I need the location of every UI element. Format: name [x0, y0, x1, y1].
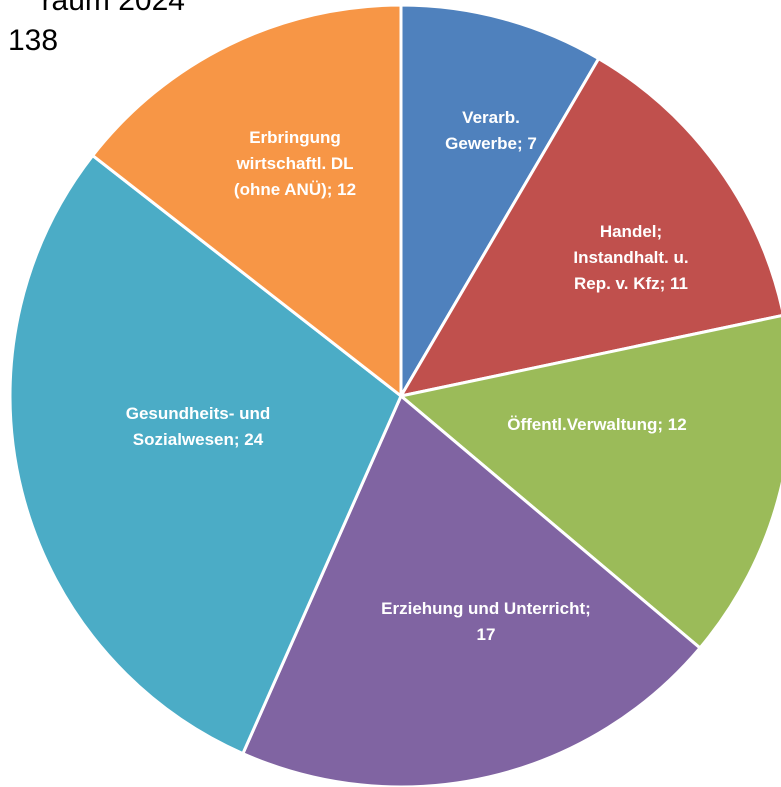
slices [8, 3, 781, 787]
slice-label: Handel; [600, 222, 662, 241]
pie-slice [240, 393, 703, 787]
slice-label: Erbringung [249, 128, 341, 147]
slice-label: Gesundheits- und [126, 404, 271, 423]
slice-label: Öffentl.Verwaltung; 12 [507, 415, 686, 434]
labels: Verarb. Gewerbe; 7 Handel; Instandhalt. u. R… [126, 108, 689, 644]
slice-label: Gewerbe; 7 [445, 134, 537, 153]
pie-slice [399, 3, 601, 402]
slice-label: wirtschaftl. DL [235, 154, 353, 173]
pie-slice [8, 153, 403, 756]
slice-label: Sozialwesen; 24 [133, 430, 264, 449]
chart-subtitle: 138 [8, 24, 58, 57]
pie-slice [90, 3, 403, 400]
pie-slice [397, 314, 781, 651]
slice-label: Rep. v. Kfz; 11 [574, 274, 688, 293]
slice-label: 17 [477, 625, 496, 644]
pie-slice [397, 56, 781, 399]
slice-label: (ohne ANÜ); 12 [234, 180, 356, 199]
chart-title: raum 2024 [42, 0, 185, 17]
slice-label: Erziehung und Unterricht; [381, 599, 591, 618]
slice-label: Instandhalt. u. [573, 248, 688, 267]
slice-label: Verarb. [462, 108, 520, 127]
